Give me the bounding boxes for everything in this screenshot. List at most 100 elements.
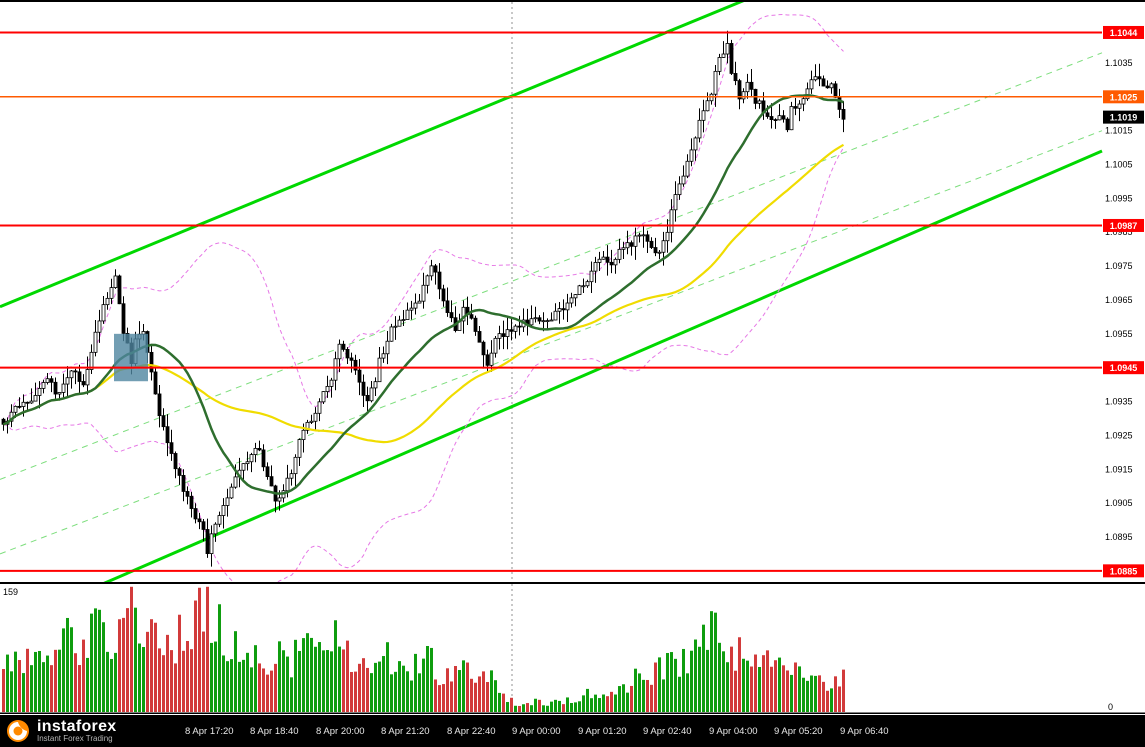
volume-bar [410, 680, 413, 712]
candle-body [181, 475, 186, 492]
volume-bar [398, 661, 401, 712]
candle-body [233, 476, 238, 488]
candle-body [585, 281, 590, 287]
volume-bar [758, 666, 761, 712]
price-axis-tick: 1.0905 [1105, 498, 1133, 508]
candle-body [165, 426, 170, 444]
brand-name: instaforex [37, 718, 117, 735]
candle-body [557, 308, 562, 312]
candle-body [421, 284, 426, 302]
volume-bar [678, 676, 681, 712]
volume-bar [618, 686, 621, 712]
candle-body [269, 476, 274, 487]
candle-body [329, 379, 334, 387]
svg-text:1.1044: 1.1044 [1110, 28, 1138, 38]
candle-body [785, 118, 790, 131]
volume-bar [170, 650, 173, 712]
volume-bar [830, 688, 833, 712]
candle-body [185, 491, 190, 497]
volume-bar [30, 665, 33, 712]
candle-body [461, 306, 466, 322]
highlight-zone [114, 333, 148, 382]
level-price-tag: 1.0885 [1103, 564, 1144, 578]
volume-bar [418, 673, 421, 712]
candle-body [765, 112, 770, 117]
volume-bar [202, 631, 205, 712]
candle-body [809, 79, 814, 90]
candle-body [637, 234, 642, 237]
candle-body [577, 285, 582, 295]
volume-bar [366, 667, 369, 712]
candle-body [509, 329, 514, 332]
volume-bar [438, 685, 441, 712]
candle-body [669, 209, 674, 233]
candle-body [361, 381, 366, 396]
candle-body [401, 319, 406, 321]
volume-bar [666, 653, 669, 712]
time-axis-label: 9 Apr 01:20 [578, 726, 627, 737]
volume-bar [390, 674, 393, 712]
volume-bar [86, 657, 89, 712]
volume-bar [286, 656, 289, 712]
volume-panel[interactable]: 159 0 [0, 584, 1145, 715]
volume-bar [562, 704, 565, 712]
candle-body [601, 256, 606, 260]
candle-body [737, 80, 742, 100]
candle-body [149, 351, 154, 373]
channel-lower-line [98, 149, 1103, 584]
volume-bar [622, 684, 625, 712]
candle-body [657, 251, 662, 254]
svg-text:1.0945: 1.0945 [1110, 363, 1138, 373]
volume-bar [834, 676, 837, 712]
candle-body [529, 318, 534, 326]
candle-body [161, 415, 166, 428]
volume-bar [182, 650, 185, 712]
level-price-tag: 1.0945 [1103, 361, 1144, 375]
candle-body [441, 288, 446, 302]
volume-bars [2, 586, 845, 712]
candle-body [701, 110, 706, 121]
trend-channel-lines [0, 0, 1103, 584]
volume-bar [62, 628, 65, 712]
candle-body [365, 394, 370, 402]
candle-body [253, 447, 258, 455]
volume-bar [582, 695, 585, 712]
candle-body [265, 466, 270, 478]
level-price-tag: 1.1044 [1103, 25, 1144, 39]
price-chart[interactable]: 1.10351.10251.10151.10051.09951.09851.09… [0, 0, 1145, 584]
volume-bar [650, 684, 653, 712]
volume-bar [90, 613, 93, 712]
volume-bar [50, 665, 53, 712]
candle-body [641, 234, 646, 237]
volume-bar [710, 611, 713, 712]
volume-bar [310, 637, 313, 712]
volume-bar [126, 608, 129, 712]
candle-body [593, 262, 598, 272]
candle-body [589, 270, 594, 283]
candle-body [437, 271, 442, 290]
candle-body [825, 85, 830, 89]
volume-bar [674, 658, 677, 712]
candle-body [497, 333, 502, 339]
volume-bar [442, 684, 445, 712]
price-axis-tick: 1.0915 [1105, 464, 1133, 474]
volume-bar [746, 660, 749, 712]
volume-bar [78, 665, 81, 712]
price-level-lines [0, 31, 1102, 572]
volume-bar [742, 658, 745, 712]
volume-bar [42, 662, 45, 712]
price-panel[interactable]: 1.10351.10251.10151.10051.09951.09851.09… [0, 0, 1145, 584]
volume-bar [302, 638, 305, 712]
candle-body [341, 343, 346, 350]
volume-bar [26, 648, 29, 712]
time-axis-label: 9 Apr 05:20 [774, 726, 823, 737]
volume-bar [490, 670, 493, 712]
candle-body [569, 297, 574, 304]
volume-bar [406, 671, 409, 712]
price-panel-bg [0, 0, 1145, 584]
volume-bar [326, 650, 329, 712]
volume-bar [6, 654, 9, 712]
candle-body [77, 371, 82, 382]
volume-bar [762, 655, 765, 712]
